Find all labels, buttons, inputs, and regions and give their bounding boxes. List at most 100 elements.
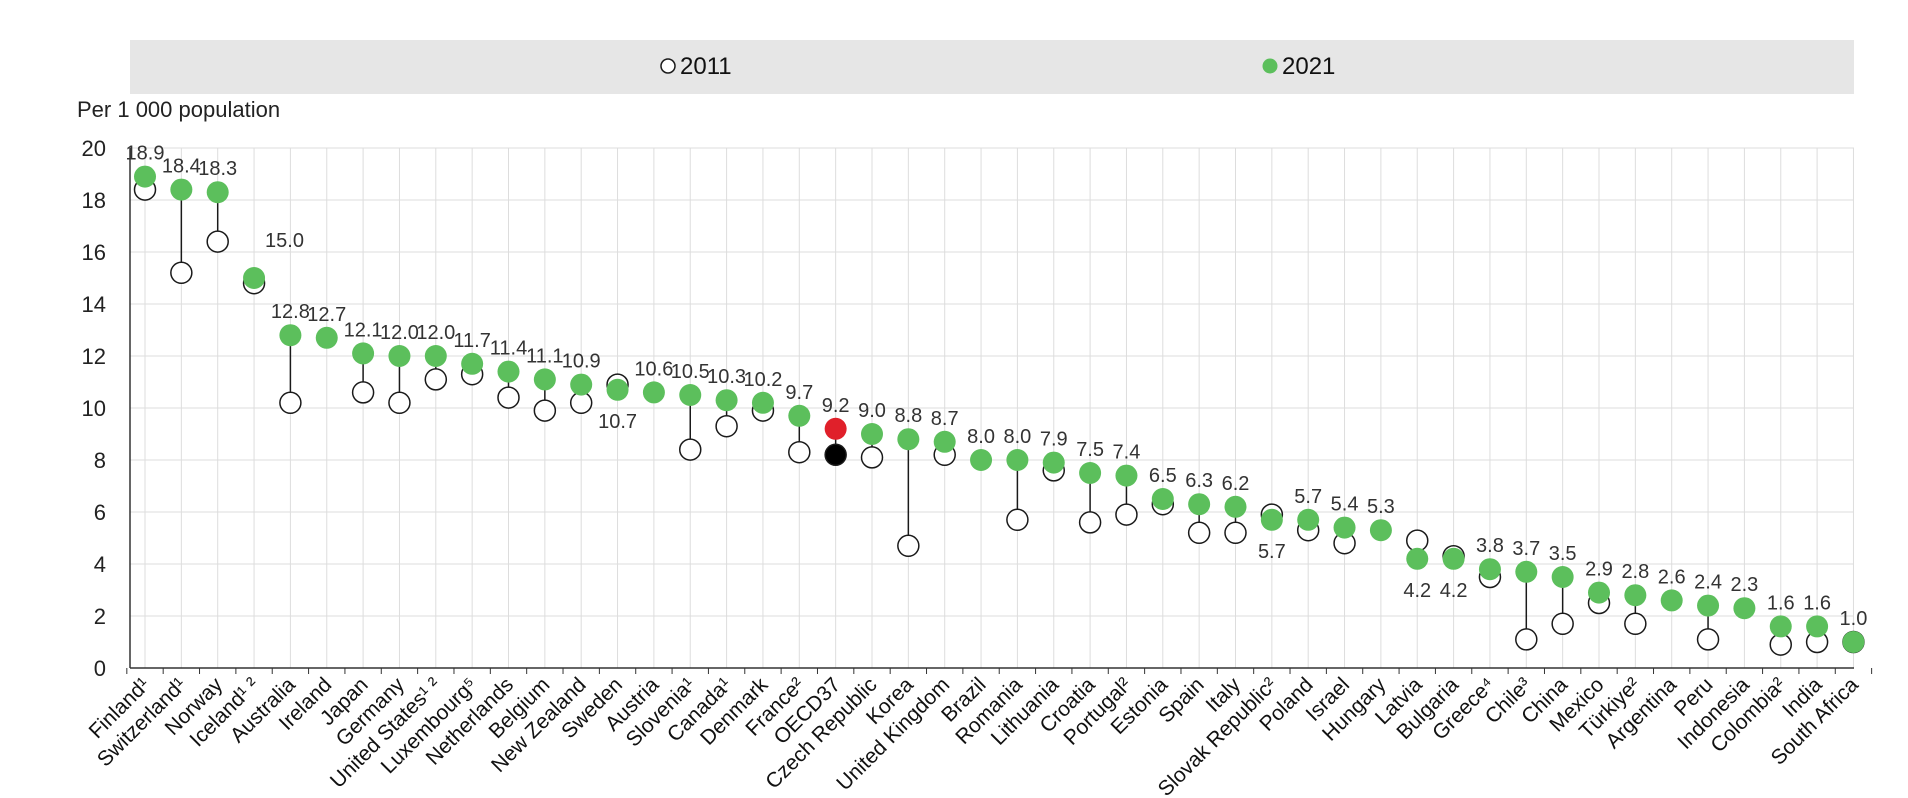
point-2021 [1260,508,1283,531]
point-2011 [206,230,229,253]
data-label: 10.5 [671,361,710,383]
point-2011 [679,438,702,461]
legend-band [130,40,1854,94]
data-label: 8.0 [1003,426,1031,448]
point-2011 [497,386,520,409]
data-label: 3.5 [1549,543,1577,565]
legend-marker-2021 [1262,58,1278,74]
data-label: 12.0 [416,322,455,344]
data-label: 12.1 [344,319,383,341]
point-2021 [1660,589,1683,612]
point-2011 [533,399,557,422]
point-2021 [679,384,702,406]
point-2011 [351,381,375,404]
data-label: 6.3 [1185,470,1213,492]
data-label: 9.0 [858,400,886,422]
y-tick-label: 16 [82,240,106,265]
y-tick-label: 12 [82,344,106,369]
data-label: 5.7 [1294,486,1322,508]
point-2021 [1188,493,1211,516]
point-2021 [1406,547,1429,570]
data-label: 10.7 [598,411,637,433]
data-label: 2.9 [1585,559,1613,581]
point-2021 [1333,516,1356,539]
data-label: 4.2 [1403,580,1431,602]
point-2021 [1042,451,1065,474]
point-2011 [1624,612,1647,636]
point-2021 [1551,566,1574,588]
point-2021 [1769,615,1792,638]
data-label: 6.2 [1222,473,1250,495]
data-label: 12.7 [307,304,346,326]
point-2011 [788,440,811,464]
point-2021 [824,417,847,440]
data-label: 4.2 [1440,580,1468,602]
data-label: 6.5 [1149,465,1177,487]
gridlines [130,147,1854,668]
point-2021 [424,345,447,367]
point-2021 [315,326,338,349]
point-2011 [860,446,884,469]
legend-item-2021: 2021 [1262,53,1335,80]
data-label: 12.0 [380,322,419,344]
point-2021 [206,181,229,204]
point-2021 [897,428,920,451]
y-tick-label: 2 [94,604,106,629]
point-2021 [1369,519,1392,542]
legend-label-2011: 2011 [680,53,732,80]
legend-item-2011: 2011 [660,53,732,80]
point-2021 [1442,547,1465,570]
point-2011 [170,261,193,285]
point-2021 [606,378,629,401]
point-2021 [1115,464,1138,487]
data-label: 12.8 [271,301,310,323]
y-tick-label: 8 [94,448,106,473]
data-label: 7.4 [1113,442,1141,464]
data-label: 18.9 [126,143,165,165]
data-label: 10.3 [707,366,746,388]
point-2021 [1151,488,1174,510]
data-label: 1.6 [1803,592,1831,614]
point-2011 [1115,503,1138,526]
data-label: 1.0 [1840,608,1868,630]
point-2021 [1842,631,1865,653]
data-label: 3.8 [1476,535,1504,557]
data-label: 11.1 [526,345,563,367]
point-2021 [134,165,156,188]
data-label: 2.3 [1730,574,1758,596]
point-2021 [1806,615,1829,638]
point-2021 [570,373,593,396]
point-2011 [715,414,738,438]
point-2011 [1515,628,1538,651]
point-2011 [1696,628,1720,651]
point-2021 [715,389,738,412]
y-tick-label: 10 [82,396,106,421]
point-2021 [352,342,375,365]
data-label: 7.9 [1040,429,1068,451]
point-2011 [1006,508,1029,532]
data-marks [133,165,1865,656]
point-2021 [1733,597,1756,620]
data-label: 2.4 [1694,572,1722,594]
y-tick-label: 18 [82,188,106,213]
legend-marker-2011 [660,58,676,74]
data-label: 5.4 [1331,494,1359,516]
y-tick-label: 4 [94,552,106,577]
point-2021 [751,391,774,414]
data-label: 10.2 [743,369,782,391]
data-label: 18.3 [198,158,237,180]
point-2021 [461,352,484,375]
x-axis [126,148,1873,674]
point-2021 [970,449,993,471]
point-2021 [388,345,411,367]
y-tick-label: 6 [94,500,106,525]
data-label: 2.8 [1621,561,1649,583]
point-2021 [1515,560,1538,583]
point-2021 [788,404,811,427]
point-2011 [1224,521,1247,545]
data-label: 5.7 [1258,541,1286,563]
point-2021 [497,360,520,383]
point-2021 [1297,508,1320,531]
point-2011 [388,391,411,415]
